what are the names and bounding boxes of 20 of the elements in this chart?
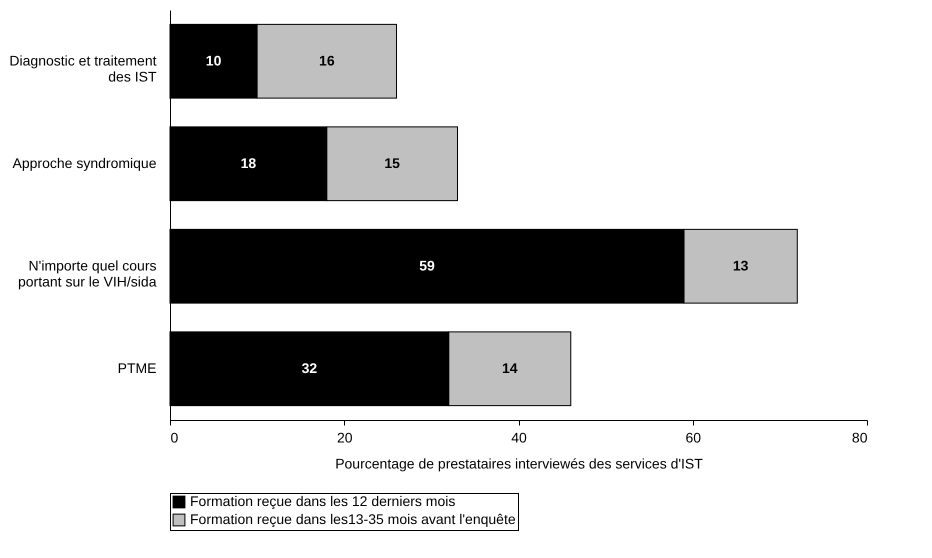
x-tick-label: 0 [170,430,178,446]
y-tick-label: PTME [118,360,156,376]
x-tick-label: 60 [685,430,702,446]
data-label: 15 [384,154,400,171]
data-label: 14 [502,360,518,376]
legend-label: Formation reçue dans les 12 derniers mois [190,493,456,509]
x-tick-label: 40 [511,430,527,446]
x-tick-label: 80 [852,430,868,446]
data-label: 10 [206,52,222,68]
data-label: 59 [419,257,436,274]
data-label: 13 [732,257,749,274]
y-tick-label: Diagnostic et traitement des IST [9,52,157,84]
y-tick-label: N'importe quel cours portant sur le VIH/sida [18,257,157,290]
y-tick-label: Approche syndromique [12,154,157,171]
data-label: 16 [319,52,335,68]
data-label: 18 [240,154,256,171]
x-axis-title: Pourcentage de prestataires interviewés des services d'IST [335,456,704,472]
data-label: 32 [302,360,318,376]
legend-label: Formation reçue dans les13-35 mois avant l'enquête [190,511,516,527]
x-tick-label: 20 [336,430,353,446]
